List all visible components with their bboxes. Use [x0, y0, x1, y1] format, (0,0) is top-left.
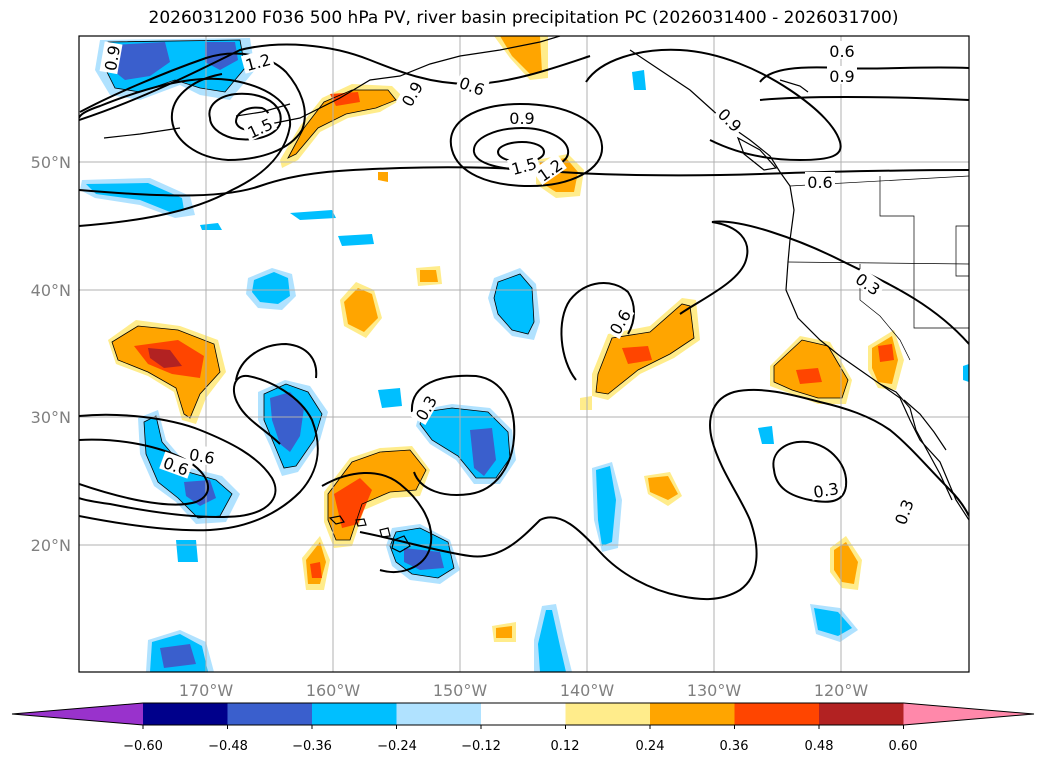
neg-blob-misc1: [758, 426, 774, 444]
colorbar-tick: 0.60: [889, 739, 918, 754]
colorbar-segment: [312, 703, 397, 725]
colorbar-tick: −0.36: [292, 739, 332, 754]
pv-contours: [79, 43, 969, 601]
lat-label: 40°N: [31, 281, 71, 300]
neg-blob-small1: [290, 210, 336, 220]
pos-blob-120w-core: [834, 542, 858, 584]
contour-label: 0.9: [99, 41, 124, 75]
colorbar-tick: −0.48: [208, 739, 248, 754]
pos-blob-172w-inner2: [148, 348, 182, 368]
lon-label: 140°W: [560, 681, 615, 700]
colorbar-segment: [396, 703, 482, 725]
pos-blob-147w-core: [496, 626, 512, 638]
colorbar-tick: 0.24: [636, 739, 665, 754]
coastlines: [103, 36, 969, 553]
neg-blob-small2: [338, 234, 374, 246]
neg-blob-163w-core: [252, 272, 290, 304]
pos-blob-156w-inner: [334, 478, 372, 528]
lon-label: 130°W: [687, 681, 742, 700]
latitude-labels: 50°N 40°N 30°N 20°N: [31, 153, 71, 555]
pos-blob-161w-inner: [310, 562, 322, 578]
lon-label: 170°W: [179, 681, 234, 700]
colorbar-tick: 0.36: [720, 739, 749, 754]
colorbar-tick-labels: −0.60 −0.48 −0.36 −0.24 −0.12 0.12 0.24 …: [123, 739, 917, 754]
pos-blob-158w38-core: [344, 288, 378, 332]
contour-label: 0.9: [507, 108, 537, 128]
pos-blob-138w-small: [580, 396, 592, 410]
pos-blob-116w-inner: [878, 344, 894, 362]
lon-label: 120°W: [814, 681, 869, 700]
colorbar-segment: [819, 703, 904, 725]
lon-label: 150°W: [433, 681, 488, 700]
colorbar-segment: [227, 703, 313, 725]
colorbar-tick: −0.60: [123, 739, 163, 754]
colorbar-tick: 0.48: [805, 739, 834, 754]
colorbar-segment: [143, 703, 228, 725]
neg-blob-144w-core: [538, 610, 566, 672]
neg-blob-153w: [378, 388, 402, 408]
pos-blob-158w-core: [288, 90, 396, 158]
neg-blob-misc2: [963, 364, 969, 382]
pos-blob-158w-inner: [330, 92, 360, 106]
colorbar-tick: −0.24: [377, 739, 417, 754]
contour-label: 0.6: [827, 41, 857, 61]
contour-label: 0.6: [185, 443, 219, 468]
map-title: 2026031200 F036 500 hPa PV, river basin …: [148, 8, 899, 28]
precip-region-outlines: [103, 39, 849, 579]
contour-label: 0.9: [827, 66, 857, 86]
neg-blob-w48-core: [86, 183, 184, 212]
lat-label: 50°N: [31, 153, 71, 172]
neg-blob-173w20: [176, 540, 198, 562]
colorbar-extend-min: [12, 703, 143, 725]
neg-blob-120w-core: [814, 608, 852, 636]
svg-text:0.6: 0.6: [807, 173, 832, 192]
neg-blob-nw-inner: [110, 42, 170, 80]
neg-blob-137w-core: [596, 466, 616, 546]
pos-blob-138w-inner: [622, 346, 652, 364]
neg-blob-misc3: [632, 70, 646, 90]
colorbar-tick: −0.12: [461, 739, 501, 754]
svg-text:0.9: 0.9: [101, 44, 124, 72]
colorbar-extend-max: [903, 703, 1034, 725]
longitude-labels: 170°W 160°W 150°W 140°W 130°W 120°W: [179, 681, 869, 700]
neg-blob-172w12-inner: [160, 644, 196, 668]
pos-blob-s2-core: [420, 270, 438, 282]
precip-positive-regions: [108, 36, 904, 642]
pos-blob-122w-inner: [796, 368, 822, 384]
neg-blob-145w-core: [494, 274, 534, 334]
neg-blob-163w30-inner: [270, 392, 304, 452]
lat-label: 20°N: [31, 536, 71, 555]
lon-label: 160°W: [306, 681, 361, 700]
pos-blob-135w-core: [648, 476, 678, 500]
colorbar-segment: [481, 703, 566, 725]
contour-label: 0.6: [805, 172, 835, 192]
pos-blob-s1: [378, 172, 388, 182]
precip-negative-regions: [80, 38, 969, 672]
colorbar: [11, 702, 1035, 729]
svg-text:0.6: 0.6: [829, 42, 854, 61]
svg-text:0.9: 0.9: [509, 109, 534, 128]
neg-blob-145w28-inner: [470, 428, 496, 476]
svg-text:0.9: 0.9: [829, 67, 854, 86]
contour-label: 0.3: [851, 267, 887, 299]
svg-text:0.6: 0.6: [188, 445, 216, 468]
colorbar-segment: [734, 703, 820, 725]
pos-blob-top-core: [500, 36, 542, 74]
colorbar-tick: 0.12: [551, 739, 580, 754]
contour-label: 0.3: [809, 477, 843, 502]
svg-text:0.3: 0.3: [812, 479, 840, 502]
colorbar-segment: [650, 703, 735, 725]
lat-label: 30°N: [31, 408, 71, 427]
colorbar-segment: [565, 703, 651, 725]
